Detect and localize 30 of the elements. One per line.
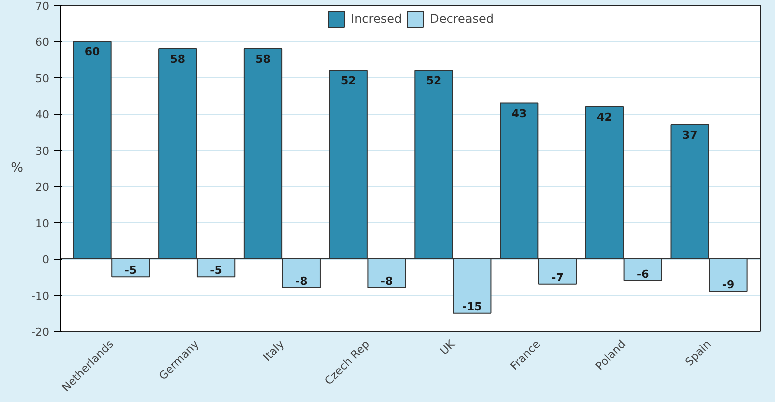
data-label: 58 [256, 52, 271, 66]
data-label: 43 [512, 107, 527, 120]
legend-label: Incresed [351, 12, 402, 26]
y-axis-title: % [11, 161, 24, 176]
data-label: -8 [296, 275, 308, 288]
data-label: 60 [84, 46, 101, 59]
y-tick-label: 30 [36, 144, 50, 158]
data-label: 52 [340, 74, 356, 88]
data-label: -7 [552, 271, 564, 284]
data-label: -6 [637, 268, 650, 281]
y-tick-label: 0 [42, 254, 50, 267]
y-tick-label: 10 [36, 217, 50, 230]
y-tick-label: -20 [32, 326, 50, 339]
data-label: 42 [597, 110, 612, 124]
data-label: -15 [462, 300, 482, 314]
data-label: -9 [722, 278, 735, 292]
x-tick-label: UK [438, 337, 458, 358]
data-label: 37 [682, 129, 698, 142]
y-tick-label: -10 [32, 290, 50, 303]
data-label: -5 [124, 264, 138, 278]
legend-label: Decreased [430, 12, 494, 26]
y-tick-label: 70 [36, 0, 50, 13]
y-tick-label: 40 [36, 108, 50, 122]
y-tick-label: 60 [36, 36, 50, 50]
data-label: -8 [380, 275, 394, 288]
y-tick-label: 20 [36, 181, 50, 194]
data-label: -5 [210, 264, 222, 278]
data-label: 58 [170, 52, 186, 66]
y-tick-label: 50 [36, 72, 50, 86]
data-label: 52 [426, 74, 442, 88]
